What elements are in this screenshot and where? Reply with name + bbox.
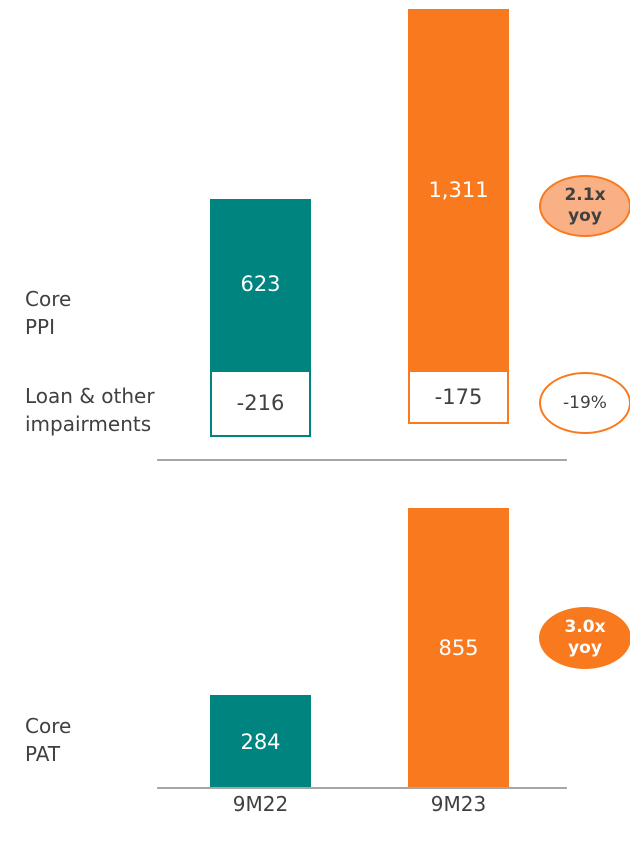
axis-line (157, 459, 567, 461)
impairment-box: -175 (408, 370, 509, 425)
impairment-box: -216 (210, 370, 311, 437)
value-label: 1,311 (428, 177, 489, 202)
annotation: 3.0x yoy (539, 607, 630, 669)
annotation: -19% (539, 372, 630, 434)
value-label: 855 (438, 636, 479, 661)
annotation: 2.1x yoy (539, 175, 630, 237)
row-label: Loan & other impairments (25, 384, 155, 436)
row-label: Core PPI (25, 287, 72, 339)
bar: 1,311 (408, 9, 509, 370)
value-label: 623 (240, 272, 281, 297)
x-tick-label: 9M22 (232, 792, 289, 816)
bar: 284 (210, 695, 311, 788)
value-label: 284 (240, 729, 281, 754)
row-label: Core PAT (25, 714, 72, 766)
bar: 623 (210, 198, 311, 370)
bar: 855 (408, 508, 509, 788)
axis-line (157, 787, 567, 789)
value-label: -175 (434, 385, 483, 410)
value-label: -216 (236, 391, 285, 416)
x-tick-label: 9M23 (430, 792, 487, 816)
